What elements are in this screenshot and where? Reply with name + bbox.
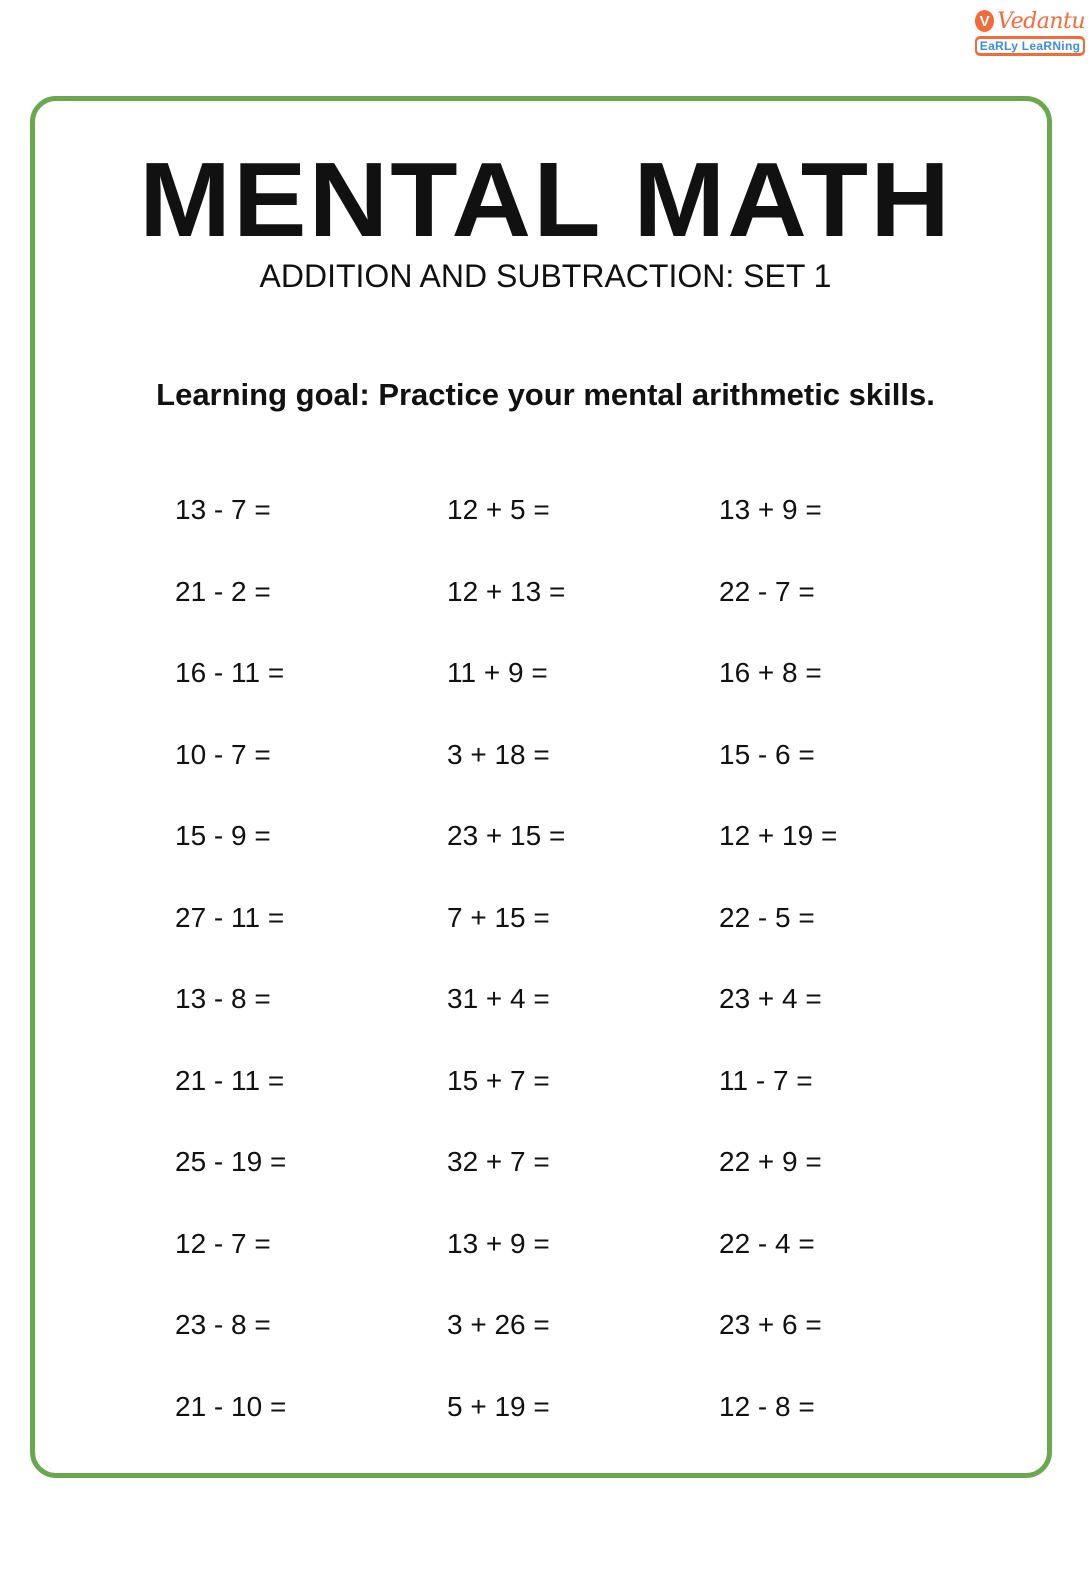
- math-problem: 15 - 9 =: [175, 820, 271, 851]
- math-problem: 7 + 15 =: [447, 901, 550, 933]
- math-problem: 13 - 8 =: [175, 983, 271, 1014]
- math-problem: 21 - 2 =: [175, 575, 271, 607]
- learning-goal: Learning goal: Practice your mental arit…: [156, 377, 935, 412]
- math-problem: 32 + 7 =: [447, 1146, 550, 1177]
- math-problem: 27 - 11 =: [175, 901, 285, 933]
- vedantu-v-icon: V: [975, 10, 995, 32]
- math-problem: 21 - 11 =: [175, 1064, 285, 1096]
- math-problem: 15 + 7 =: [447, 1064, 550, 1096]
- math-problem: 23 + 4 =: [719, 983, 822, 1014]
- math-problem: 23 + 15 =: [447, 820, 566, 851]
- math-problem: 11 + 9 =: [447, 657, 548, 688]
- math-problem: 3 + 26 =: [447, 1309, 550, 1340]
- worksheet-title: MENTAL MATH: [139, 141, 952, 259]
- math-problem: 12 + 19 =: [719, 820, 838, 851]
- worksheet-subtitle: ADDITION AND SUBTRACTION: SET 1: [259, 258, 832, 294]
- math-problem: 23 + 6 =: [719, 1309, 822, 1340]
- math-problem: 3 + 18 =: [447, 738, 550, 770]
- math-problem: 16 + 8 =: [719, 657, 822, 688]
- math-problem: 12 - 7 =: [175, 1227, 271, 1259]
- math-problem: 22 - 4 =: [719, 1227, 815, 1259]
- math-problem: 25 - 19 =: [175, 1146, 287, 1177]
- logo-tagline: EaRLy LeaRNing: [976, 39, 1084, 53]
- math-problem: 11 - 7 =: [719, 1064, 813, 1096]
- math-problem: 13 - 7 =: [175, 494, 271, 525]
- math-problem: 16 - 11 =: [175, 657, 285, 688]
- math-problem: 22 + 9 =: [719, 1146, 822, 1177]
- math-problem: 15 - 6 =: [719, 738, 815, 770]
- math-problem: 5 + 19 =: [447, 1390, 550, 1422]
- vedantu-logo: V Vedantu EaRLy LeaRNing: [975, 8, 1085, 60]
- math-problem: 12 + 13 =: [447, 575, 566, 607]
- math-problem: 12 - 8 =: [719, 1390, 815, 1422]
- math-problem: 13 + 9 =: [719, 494, 822, 525]
- math-problem: 31 + 4 =: [447, 983, 550, 1014]
- math-problem: 13 + 9 =: [447, 1227, 550, 1259]
- math-problem: 10 - 7 =: [175, 738, 271, 770]
- math-problem: 22 - 5 =: [719, 901, 815, 933]
- worksheet-frame: [30, 96, 1052, 1478]
- math-problem: 23 - 8 =: [175, 1309, 271, 1340]
- math-problem: 22 - 7 =: [719, 575, 815, 607]
- math-problem: 21 - 10 =: [175, 1390, 287, 1422]
- math-problem: 12 + 5 =: [447, 494, 550, 525]
- logo-brand: Vedantu: [997, 8, 1085, 34]
